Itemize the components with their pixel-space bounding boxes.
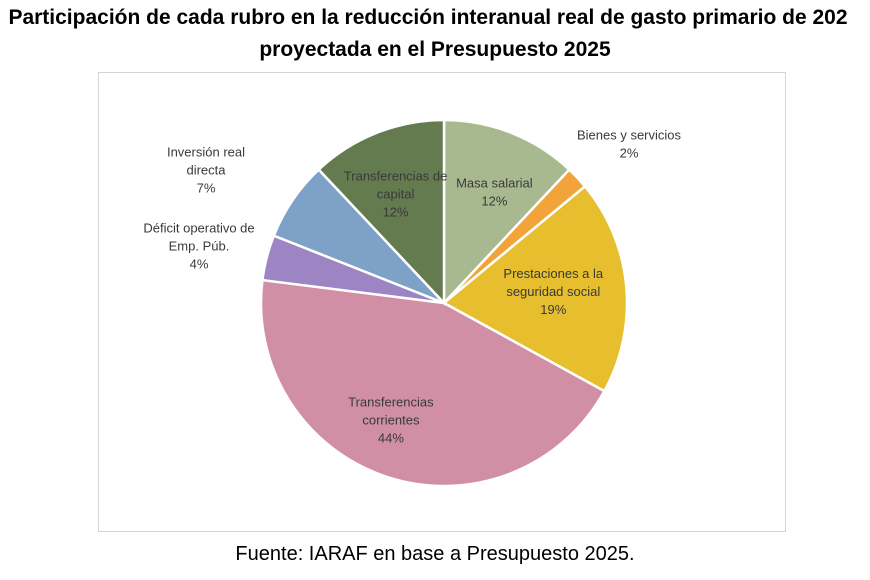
slice-category-label: Inversión real bbox=[167, 144, 245, 159]
slice-value-label: 4% bbox=[190, 256, 209, 271]
slice-value-label: 2% bbox=[620, 145, 639, 160]
chart-title-line-1: Participación de cada rubro en la reducc… bbox=[8, 6, 848, 29]
slice-category-label: directa bbox=[186, 162, 226, 177]
slice-label-3: Transferencias corrientes 44% bbox=[348, 394, 434, 445]
source-note: Fuente: IARAF en base a Presupuesto 2025… bbox=[235, 543, 635, 565]
slice-value-label: 19% bbox=[540, 302, 566, 317]
slice-value-label: 12% bbox=[481, 193, 507, 208]
pie-chart: Masa salarial 12% Bienes y servicios 2% Pres… bbox=[143, 118, 682, 488]
pie-slice-6 bbox=[316, 118, 446, 307]
slice-category-label: Prestaciones a la bbox=[503, 266, 603, 281]
slice-label-0: Masa salarial 12% bbox=[456, 175, 533, 208]
slice-category-label: capital bbox=[377, 186, 415, 201]
pie-slice-0 bbox=[442, 118, 572, 307]
slice-category-label: Déficit operativo de bbox=[143, 220, 254, 235]
slice-category-label: Transferencias bbox=[348, 394, 434, 409]
slice-label-1: Bienes y servicios 2% bbox=[577, 127, 682, 160]
chart-title-line-2: proyectada en el Presupuesto 2025 bbox=[259, 38, 611, 61]
slice-category-label: Bienes y servicios bbox=[577, 127, 682, 142]
pie-slice-3 bbox=[259, 278, 607, 488]
slice-category-label: Emp. Púb. bbox=[169, 238, 230, 253]
slice-category-label: seguridad social bbox=[506, 284, 600, 299]
slice-value-label: 12% bbox=[383, 204, 409, 219]
slice-category-label: Masa salarial bbox=[456, 175, 533, 190]
slice-label-5: Inversión real directa 7% bbox=[167, 144, 245, 195]
slice-category-label: corrientes bbox=[362, 412, 420, 427]
slice-value-label: 44% bbox=[378, 430, 404, 445]
slice-label-6: Transferencias de capital 12% bbox=[344, 168, 448, 219]
slice-label-4: Déficit operativo de Emp. Púb. 4% bbox=[143, 220, 254, 271]
slice-category-label: Transferencias de bbox=[344, 168, 448, 183]
chart-title: Participación de cada rubro en la reducc… bbox=[0, 2, 870, 66]
pie-slice-2 bbox=[441, 184, 629, 393]
slice-label-2: Prestaciones a la seguridad social 19% bbox=[503, 266, 603, 317]
slice-value-label: 7% bbox=[197, 180, 216, 195]
chart-area: Masa salarial 12% Bienes y servicios 2% Pres… bbox=[98, 72, 786, 532]
